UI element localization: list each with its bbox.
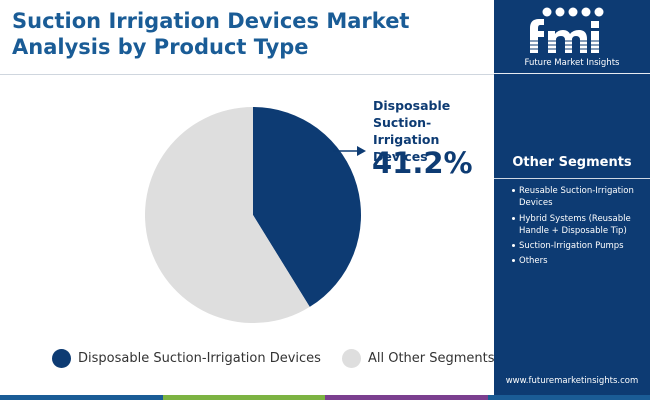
- legend-swatch-other: [341, 348, 361, 368]
- bottom-bar-segment: [0, 395, 163, 400]
- title-divider: [0, 74, 494, 75]
- pie-slices: [145, 107, 362, 323]
- callout-value: 41.2%: [372, 146, 473, 180]
- segments-rule: [494, 178, 650, 179]
- segment-item: Suction-Irrigation Pumps: [512, 240, 647, 252]
- bottom-bar-segment: [325, 395, 488, 400]
- segment-item: Reusable Suction-Irrigation Devices: [512, 185, 647, 210]
- website-link[interactable]: www.futuremarketinsights.com: [505, 376, 639, 386]
- segment-item: Hybrid Systems (Reusable Handle + Dispos…: [512, 213, 647, 238]
- pie-slice-disposable: [253, 107, 362, 307]
- brand-name: Future Market Insights: [524, 58, 620, 68]
- fmi-logo-icon: [528, 7, 604, 53]
- bottom-bar-segment: [162, 395, 325, 400]
- bottom-bar-segment: [487, 395, 650, 400]
- brand-logo: Future Market Insights: [494, 0, 650, 74]
- other-segments-heading: Other Segments: [512, 155, 632, 170]
- bottom-color-bar: [0, 395, 650, 400]
- legend-label-other: All Other Segments: [367, 350, 495, 366]
- legend-label-disposable: Disposable Suction-Irrigation Devices: [78, 350, 321, 366]
- pie-slice-other: [145, 107, 310, 323]
- legend-item-other: All Other Segments: [341, 348, 495, 368]
- callout-label: Disposable Suction-Irrigation Devices: [373, 98, 451, 164]
- sidebar-divider: [494, 73, 650, 74]
- legend-swatch-disposable: [52, 348, 71, 368]
- legend-item-disposable: Disposable Suction-Irrigation Devices: [52, 348, 321, 368]
- page-title: Suction Irrigation Devices Market Analys…: [12, 9, 410, 59]
- callout-arrowhead: [357, 146, 366, 156]
- segment-item: Others: [512, 255, 647, 267]
- pie-chart: [145, 107, 366, 323]
- sidebar: Future Market Insights Other Segments Re…: [494, 0, 650, 400]
- chart-legend: Disposable Suction-Irrigation Devices Al…: [52, 347, 516, 369]
- other-segments-list: Reusable Suction-Irrigation Devices Hybr…: [512, 185, 647, 271]
